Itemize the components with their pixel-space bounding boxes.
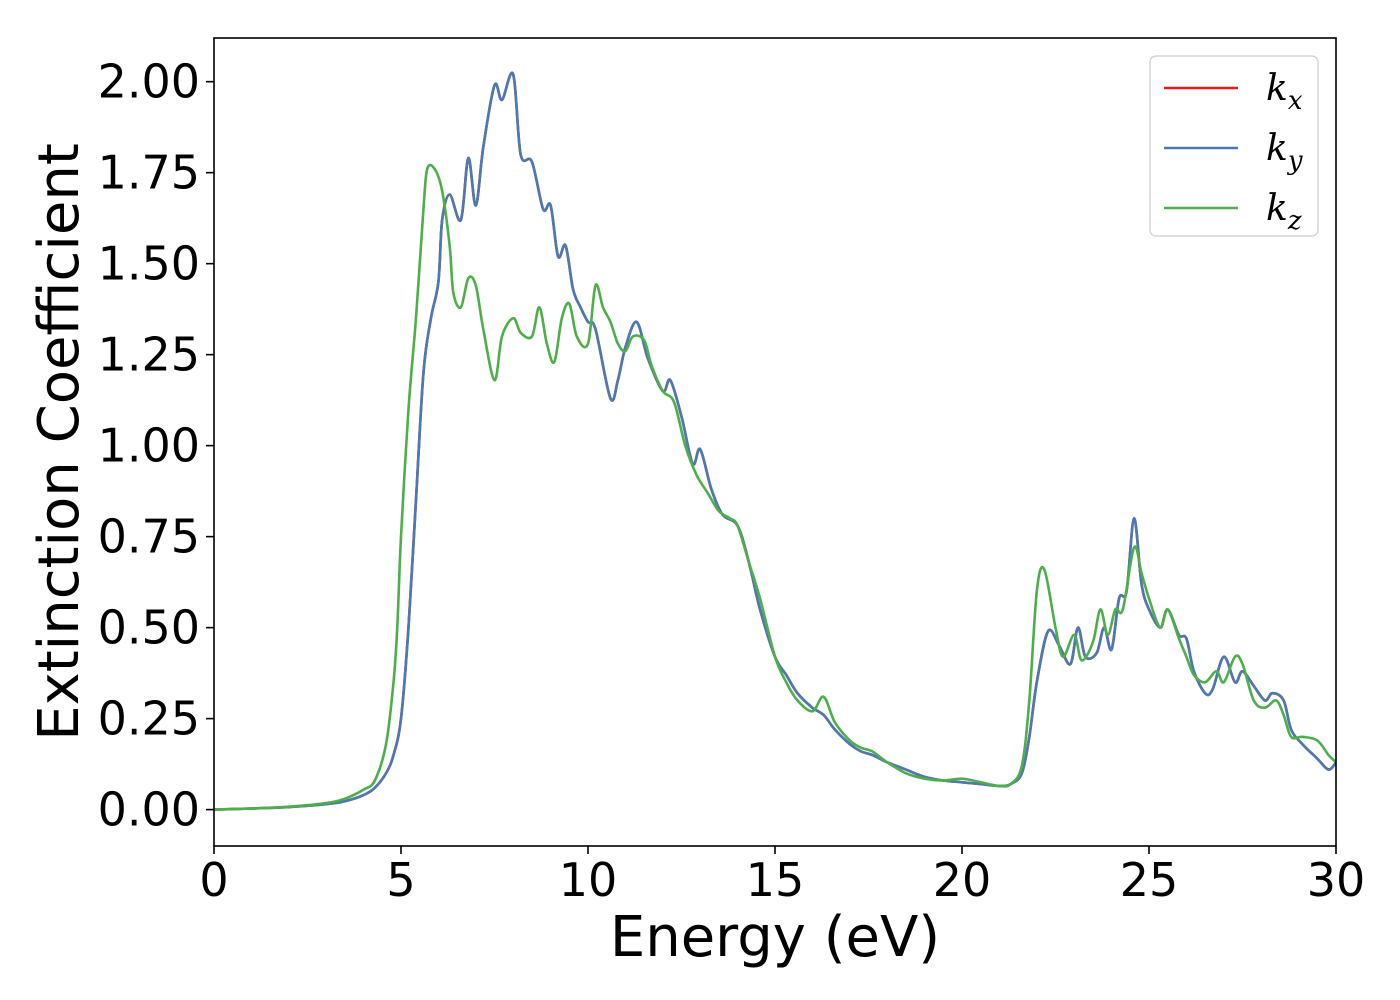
x-tick-label: 10: [559, 853, 618, 907]
y-tick-label: 0.25: [98, 692, 200, 746]
legend-box: [1149, 55, 1319, 237]
x-tick-label: 20: [933, 853, 992, 907]
y-tick-label: 0.75: [98, 510, 200, 564]
legend-label-ky: ky: [1266, 128, 1303, 176]
y-tick-label: 0.00: [98, 783, 200, 837]
x-tick-label: 25: [1120, 853, 1179, 907]
series-line-kz: [214, 163, 1336, 811]
y-tick-label: 1.25: [98, 328, 200, 382]
x-axis-label: Energy (eV): [610, 905, 940, 970]
ticks-layer: 0 5 10 15 20 25 30 0.00 0.25 0.50 0.75 1.00 1.25 1.50…: [98, 55, 1366, 907]
legend-label-kz: kz: [1266, 188, 1302, 236]
y-tick-label: 1.75: [98, 146, 200, 200]
y-tick-label: 2.00: [98, 55, 200, 109]
series-layer: [214, 71, 1336, 811]
x-tick-label: 30: [1307, 853, 1366, 907]
legend-label-kx: kx: [1266, 68, 1303, 116]
legend: kx ky kz: [1149, 55, 1319, 237]
y-tick-label: 0.50: [98, 601, 200, 655]
x-tick-label: 15: [746, 853, 805, 907]
y-tick-label: 1.00: [98, 419, 200, 473]
y-axis-label: Extinction Coefficient: [27, 143, 92, 741]
y-tick-label: 1.50: [98, 237, 200, 291]
x-tick-label: 5: [386, 853, 415, 907]
x-tick-label: 0: [199, 853, 228, 907]
